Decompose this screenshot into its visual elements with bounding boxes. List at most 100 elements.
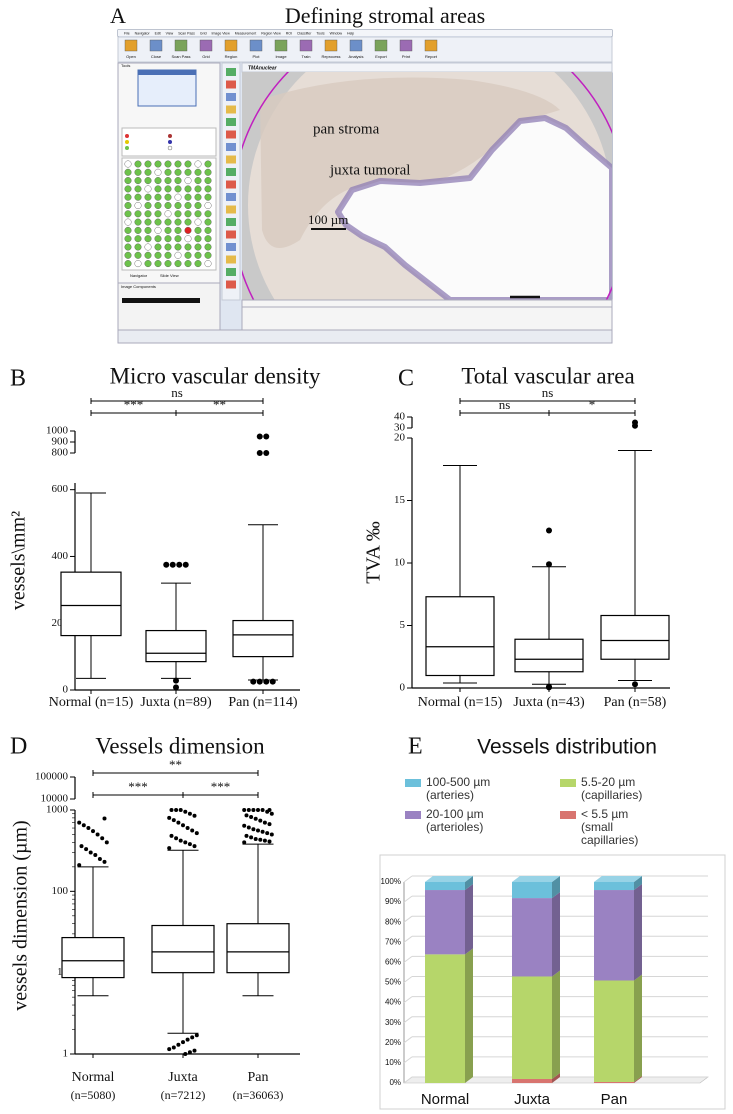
outlier [187,811,192,816]
tma-core [184,160,192,168]
outlier [102,816,107,821]
grid-wall [403,956,413,963]
component-row [122,298,200,303]
toolbar-icon [224,39,238,52]
x-tick-sublabel: (n=36063) [233,1088,284,1102]
bar-top-shine [425,876,473,882]
y-tick-label: 100 [52,885,69,897]
toolbar-icon [374,39,388,52]
outlier [244,813,249,818]
tma-core [164,168,172,176]
legend-dot [167,145,173,151]
significance-label: *** [128,779,148,794]
tma-core [194,226,202,234]
grid-wall [403,1056,413,1064]
tma-core [154,201,162,209]
tma-core [194,193,202,201]
bar-segment [594,1081,634,1083]
toolbar-icon [399,39,413,52]
outlier [181,1040,185,1045]
y-tick-label: 900 [52,436,69,448]
tma-core [154,185,162,193]
outlier [84,847,89,852]
popup [137,69,197,107]
tma-core [144,185,152,193]
tma-core [204,177,212,185]
y-tick-label: 800 [52,447,69,459]
outlier [251,827,256,832]
y-tick-label: 100000 [35,771,69,783]
menu-item: Tools [316,31,324,35]
outlier [267,839,272,844]
outlier [269,678,276,685]
y-tick-label: 10 [394,557,406,569]
tma-core [144,193,152,201]
tma-core [144,160,152,168]
bar-segment [594,890,634,981]
tma-core [164,260,172,268]
toolbar-label: Open [126,54,136,59]
x-tick-label: Normal [421,1091,469,1108]
stroma [260,77,560,248]
toolbar-label: Region [225,54,238,59]
tma-core [164,193,172,201]
toolbar-label: Print [402,54,411,59]
y-tick-label: 15 [394,494,406,506]
bar-top [594,876,642,882]
outlier [263,450,270,456]
tool-icon [226,68,236,76]
bar-side [465,876,473,891]
tma-core [194,251,202,259]
outlier [190,1035,195,1040]
grid-wall [403,996,413,1003]
outlier [246,825,251,830]
tma-core [194,260,202,268]
toolbar-label: Grid [202,54,210,59]
legend-item: 100-500 µm (arteries) [405,776,506,802]
outlier [242,840,247,845]
significance-label: *** [124,397,144,412]
outlier [77,820,82,825]
grid-wall [403,1036,413,1044]
legend-dot [168,134,172,138]
bar-segment [425,882,465,891]
bar-side-shade [634,876,642,891]
outlier [256,678,263,685]
x-tick-label: Juxta (n=89) [140,695,212,710]
outlier [183,809,188,814]
bar-segment [512,976,552,1079]
tab: Navigator [130,273,148,278]
significance-label: *** [211,779,231,794]
tma-core [154,160,162,168]
tma-core [194,210,202,218]
tma-core [144,235,152,243]
tma-core [154,193,162,201]
outlier [93,852,98,857]
tma-core [134,235,142,243]
y-tick-label: 30 [394,422,406,434]
outlier [173,677,179,684]
legend-label: 20-100 µm (arterioles) [426,807,484,834]
grid-wall [403,935,413,943]
outlier [253,816,258,821]
tma-core [204,185,212,193]
bar-side [465,948,473,1083]
outlier [194,1033,199,1038]
bar-segment [512,1078,552,1083]
outlier [169,833,174,838]
outlier [169,808,174,812]
tma-core [164,160,172,168]
bar-side [634,876,642,891]
toolbar-label: Plot [253,54,261,59]
tma-core [184,177,192,185]
significance-label: ns [499,397,511,412]
panel-label: E [408,734,423,760]
toolbar-label: Train [302,54,311,59]
tma-core [194,243,202,251]
outlier [79,844,84,849]
menu-item: Image View [212,31,231,35]
tma-core [174,260,182,268]
legend-swatch [405,811,421,819]
